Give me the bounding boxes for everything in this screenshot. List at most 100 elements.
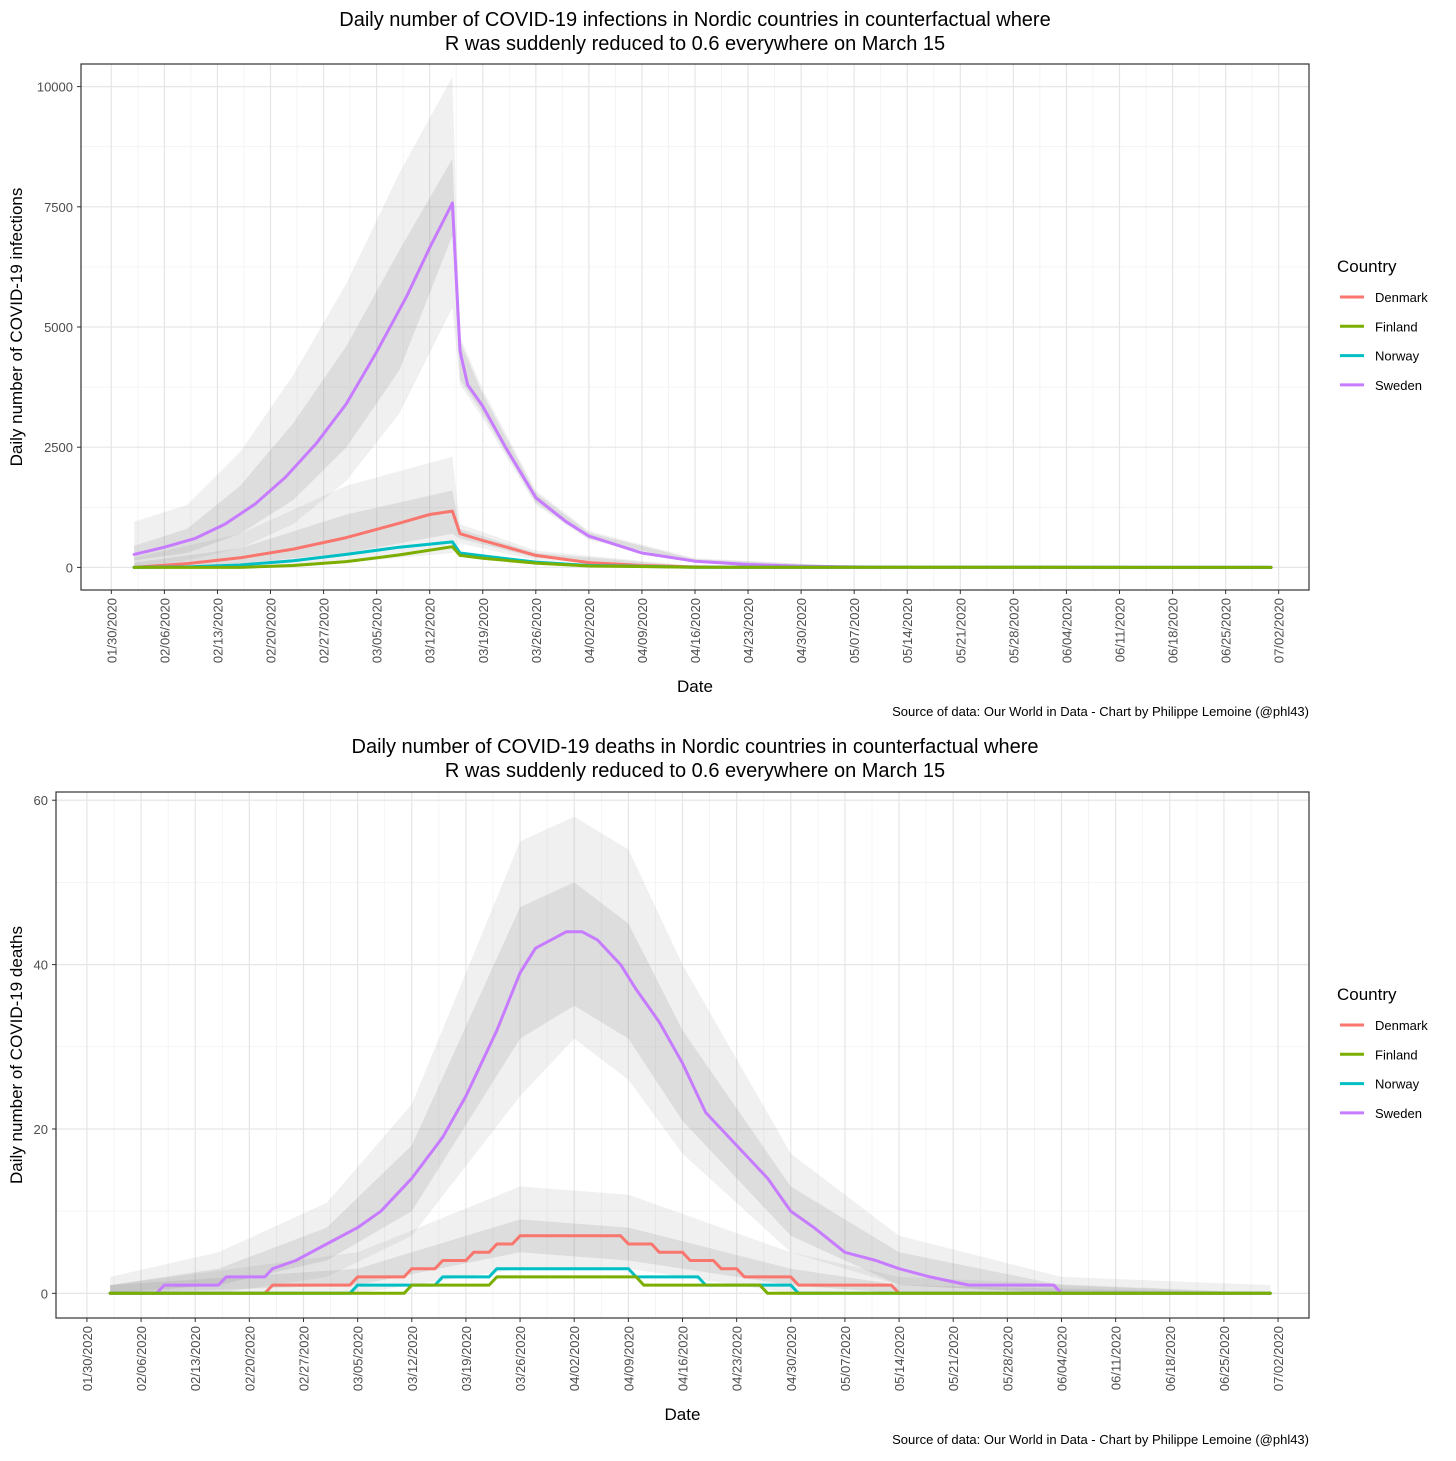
x-tick-label: 02/20/2020 — [264, 598, 279, 663]
y-tick-label: 5000 — [44, 320, 73, 335]
legend: Country Denmark Finland Norway Sweden — [1337, 257, 1428, 393]
x-tick-label: 07/02/2020 — [1272, 598, 1287, 663]
x-axis: 01/30/2020 02/06/2020 02/13/2020 02/20/2020… — [104, 590, 1287, 696]
legend-item-norway: Norway — [1340, 1077, 1420, 1092]
legend-item-sweden: Sweden — [1340, 1106, 1422, 1121]
chart-subtitle: R was suddenly reduced to 0.6 everywhere… — [445, 760, 945, 782]
x-tick-label: 06/11/2020 — [1112, 598, 1127, 662]
confidence-band-denmark — [110, 1186, 1271, 1294]
y-axis-label: Daily number of COVID-19 infections — [7, 188, 26, 467]
x-tick-label: 06/04/2020 — [1054, 1326, 1069, 1391]
legend-item-norway: Norway — [1340, 349, 1420, 364]
x-tick-label: 06/18/2020 — [1166, 598, 1181, 663]
x-tick-label: 04/16/2020 — [676, 1326, 691, 1391]
x-tick-label: 01/30/2020 — [80, 1326, 95, 1391]
legend: Country Denmark Finland Norway Sweden — [1337, 985, 1428, 1121]
legend-label-sweden: Sweden — [1375, 378, 1422, 393]
x-tick-label: 02/27/2020 — [297, 1326, 312, 1391]
y-tick-label: 0 — [66, 560, 73, 575]
x-tick-label: 03/19/2020 — [459, 1326, 474, 1391]
x-tick-label: 02/27/2020 — [317, 598, 332, 663]
series-line-denmark — [108, 1234, 1272, 1295]
x-axis: 01/30/2020 02/06/2020 02/13/2020 02/20/2020… — [80, 1318, 1286, 1424]
x-tick-label: 05/28/2020 — [1000, 1326, 1015, 1391]
x-tick-label: 05/21/2020 — [953, 598, 968, 663]
y-tick-label: 40 — [34, 958, 48, 973]
x-tick-label: 04/02/2020 — [567, 1326, 582, 1391]
x-axis-label: Date — [665, 1405, 701, 1424]
x-tick-label: 02/20/2020 — [242, 1326, 257, 1391]
y-axis: 0 20 40 60 Daily number of COVID-19 deaths — [7, 793, 56, 1301]
y-axis-label: Daily number of COVID-19 deaths — [7, 926, 26, 1184]
x-tick-label: 03/26/2020 — [513, 1326, 528, 1391]
gridlines — [81, 64, 1309, 590]
confidence-band-denmark — [110, 1219, 1271, 1294]
chart-subtitle: R was suddenly reduced to 0.6 everywhere… — [445, 33, 945, 55]
chart-caption: Source of data: Our World in Data - Char… — [892, 1432, 1309, 1447]
x-tick-label: 05/14/2020 — [900, 598, 915, 663]
legend-item-denmark: Denmark — [1340, 290, 1428, 305]
legend-label-finland: Finland — [1375, 1047, 1418, 1062]
x-tick-label: 05/07/2020 — [838, 1326, 853, 1391]
series-line-sweden — [108, 930, 1272, 1295]
legend-label-finland: Finland — [1375, 319, 1418, 334]
x-tick-label: 05/28/2020 — [1006, 598, 1021, 663]
x-tick-label: 02/06/2020 — [157, 598, 172, 663]
legend-item-finland: Finland — [1340, 319, 1418, 334]
y-tick-label: 0 — [41, 1286, 48, 1301]
chart-title: Daily number of COVID-19 infections in N… — [339, 9, 1050, 31]
x-tick-label: 06/25/2020 — [1217, 1326, 1232, 1391]
x-tick-label: 02/13/2020 — [210, 598, 225, 663]
legend-item-denmark: Denmark — [1340, 1018, 1428, 1033]
legend-title: Country — [1337, 985, 1397, 1004]
series-line-finland — [108, 1275, 1272, 1295]
x-tick-label: 03/05/2020 — [351, 1326, 366, 1391]
x-axis-label: Date — [677, 677, 713, 696]
x-tick-label: 03/26/2020 — [529, 598, 544, 663]
legend-label-norway: Norway — [1375, 1077, 1420, 1092]
series-line-sweden — [132, 201, 1273, 569]
x-tick-label: 03/12/2020 — [405, 1326, 420, 1391]
x-tick-label: 02/13/2020 — [188, 1326, 203, 1391]
x-tick-label: 01/30/2020 — [104, 598, 119, 663]
x-tick-label: 05/07/2020 — [847, 598, 862, 663]
x-tick-label: 04/09/2020 — [635, 598, 650, 663]
x-tick-label: 02/06/2020 — [134, 1326, 149, 1391]
series-lines — [132, 201, 1273, 569]
legend-label-sweden: Sweden — [1375, 1106, 1422, 1121]
x-tick-label: 04/23/2020 — [730, 1326, 745, 1391]
x-tick-label: 04/23/2020 — [741, 598, 756, 663]
y-axis: 0 2500 5000 7500 10000 Daily number of COVID-… — [7, 80, 81, 575]
x-tick-label: 03/12/2020 — [423, 598, 438, 663]
confidence-band-sweden — [110, 816, 1271, 1294]
confidence-band-denmark — [134, 490, 1272, 568]
legend-title: Country — [1337, 257, 1397, 276]
chart-panel-1: Daily number of COVID-19 infections in N… — [7, 9, 1428, 719]
x-tick-label: 05/14/2020 — [892, 1326, 907, 1391]
y-tick-label: 60 — [34, 793, 48, 808]
chart-caption: Source of data: Our World in Data - Char… — [892, 704, 1309, 719]
x-tick-label: 06/18/2020 — [1163, 1326, 1178, 1391]
series-line-finland — [132, 545, 1273, 569]
chart-panel-2: Daily number of COVID-19 deaths in Nordi… — [7, 736, 1428, 1447]
legend-label-denmark: Denmark — [1375, 1018, 1428, 1033]
x-tick-label: 05/21/2020 — [946, 1326, 961, 1391]
legend-item-sweden: Sweden — [1340, 378, 1422, 393]
confidence-band-sweden — [134, 77, 1272, 568]
x-tick-label: 04/30/2020 — [794, 598, 809, 663]
x-tick-label: 04/09/2020 — [621, 1326, 636, 1391]
x-tick-label: 04/16/2020 — [688, 598, 703, 663]
y-tick-label: 20 — [34, 1122, 48, 1137]
x-tick-label: 03/19/2020 — [476, 598, 491, 663]
confidence-band-sweden — [134, 158, 1272, 568]
series-lines — [108, 930, 1272, 1295]
legend-label-norway: Norway — [1375, 349, 1420, 364]
legend-item-finland: Finland — [1340, 1047, 1418, 1062]
series-line-norway — [108, 1267, 1272, 1295]
x-tick-label: 06/25/2020 — [1219, 598, 1234, 663]
x-tick-label: 04/02/2020 — [582, 598, 597, 663]
x-tick-label: 03/05/2020 — [370, 598, 385, 663]
confidence-band-denmark — [134, 456, 1272, 568]
